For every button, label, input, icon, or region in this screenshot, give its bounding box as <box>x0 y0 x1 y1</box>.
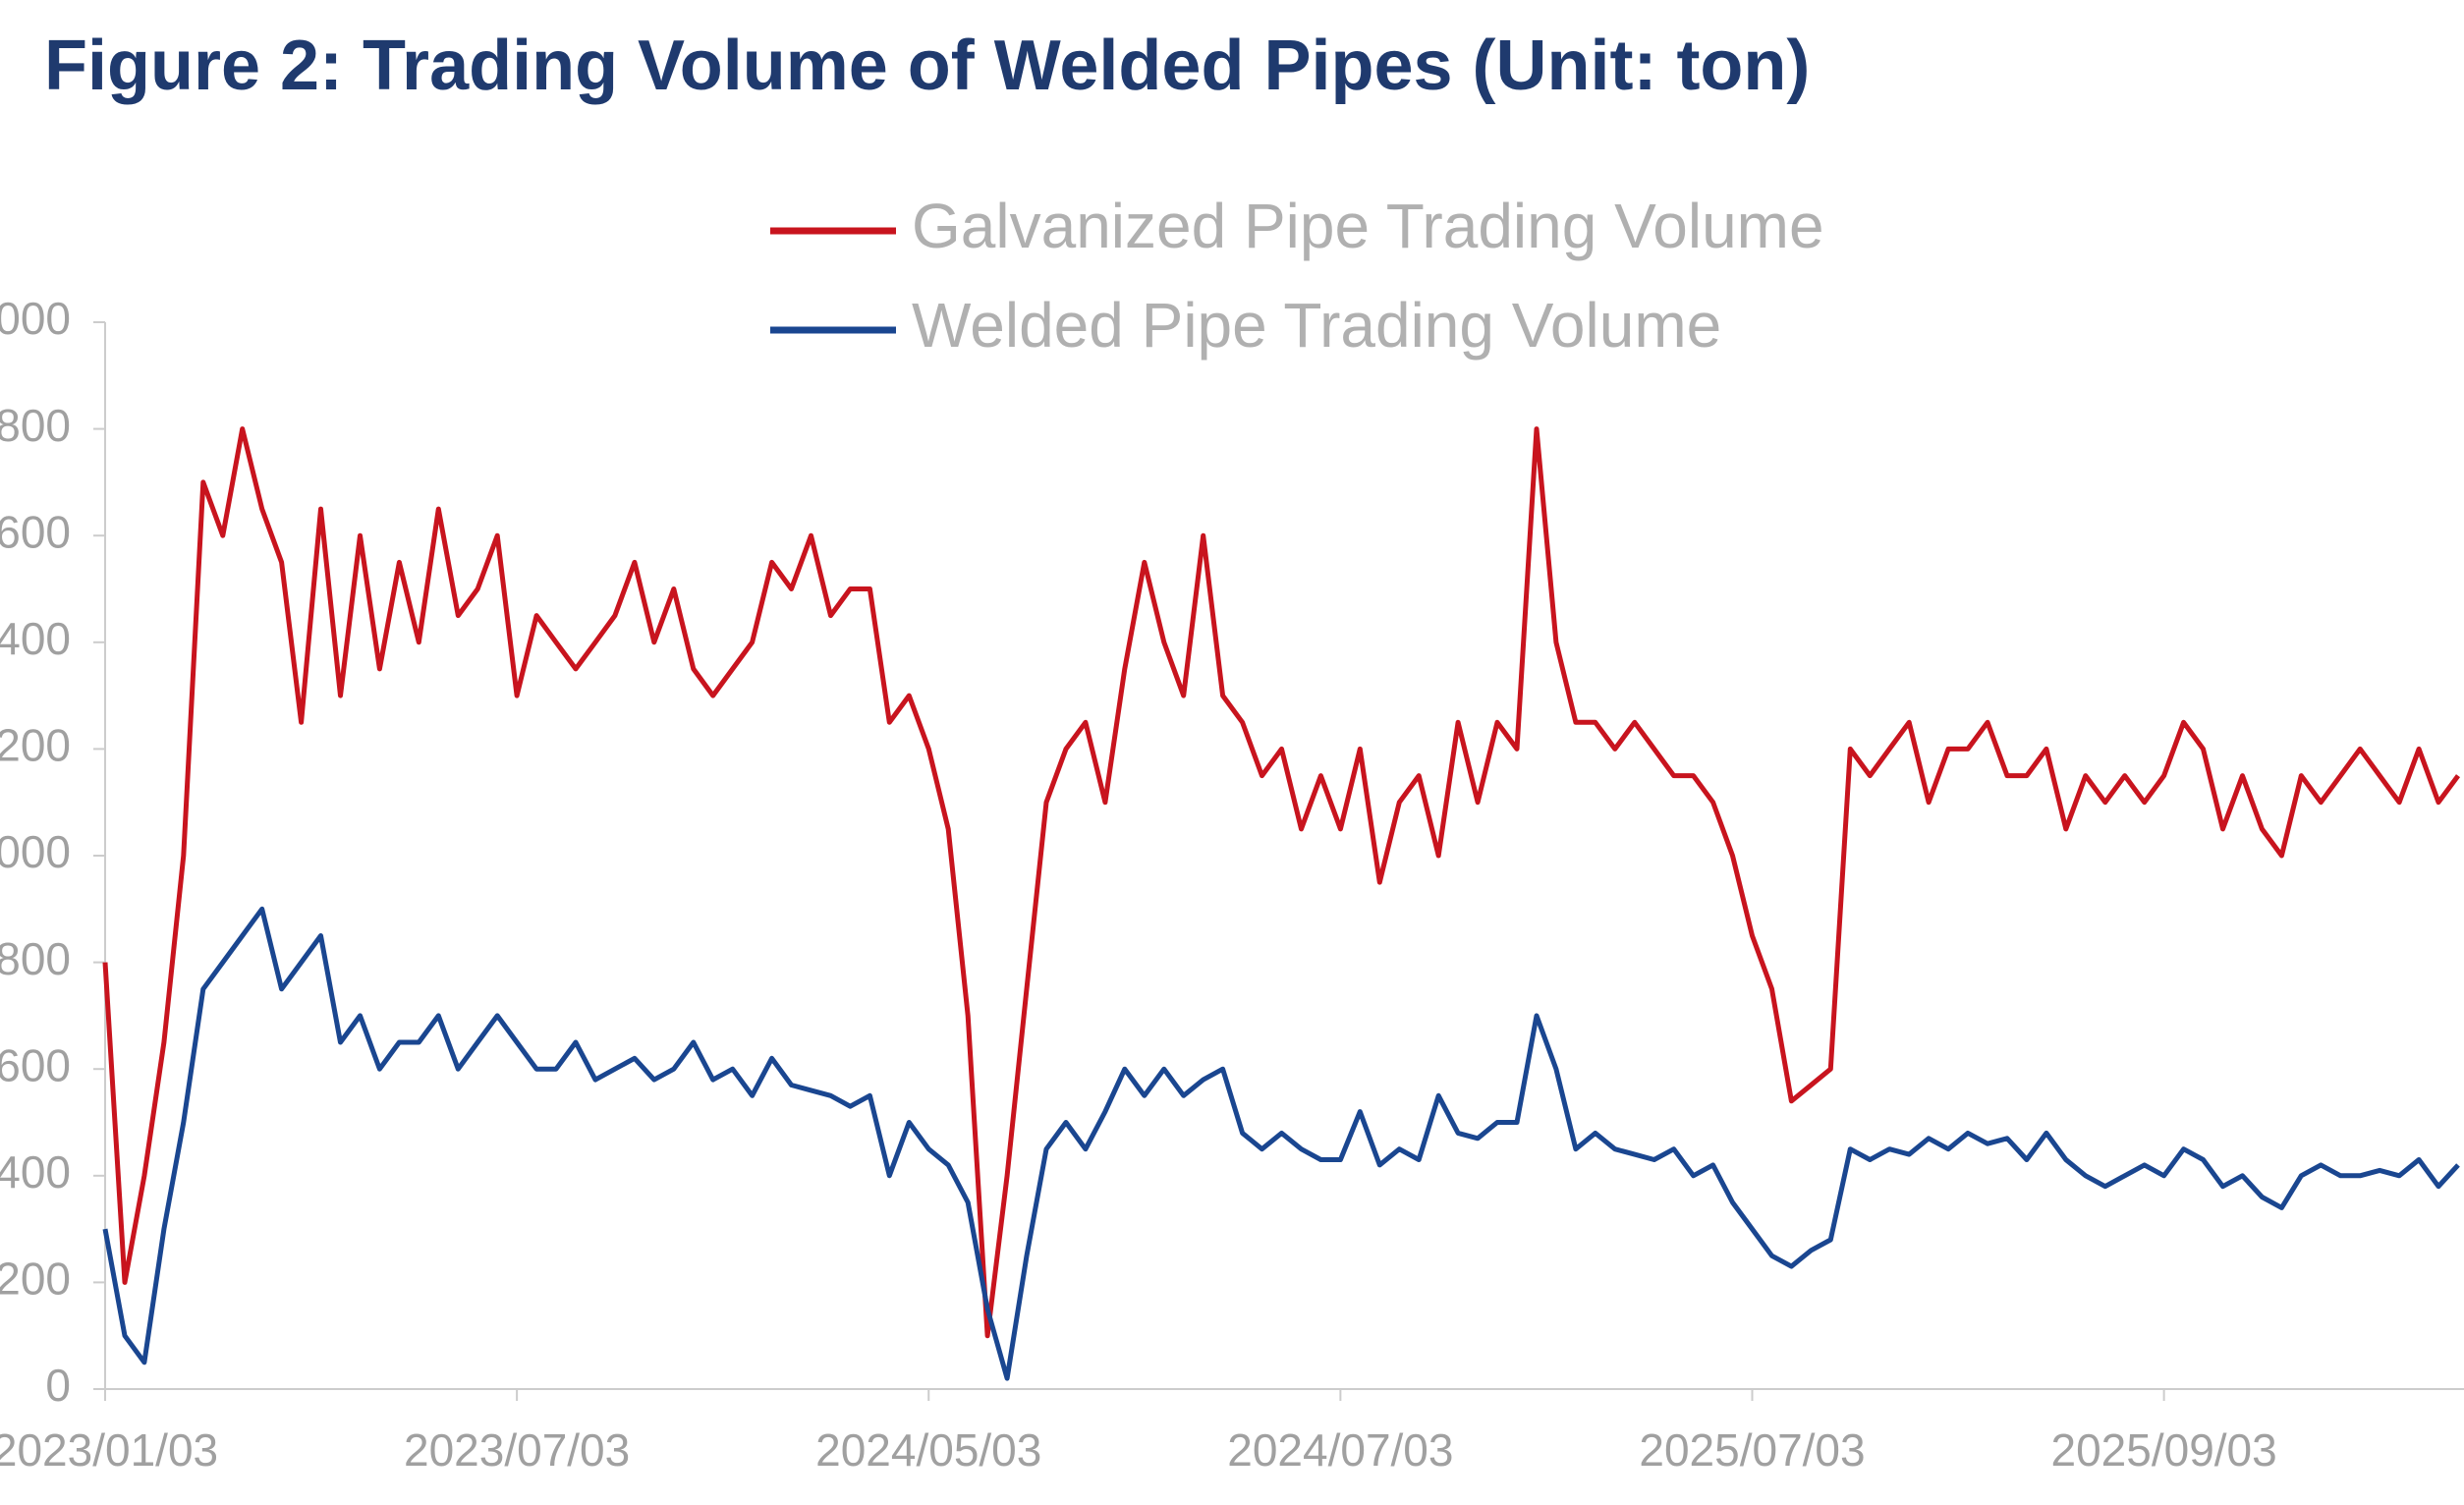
y-tick-label: 800 <box>0 933 71 984</box>
y-tick-label: 1800 <box>0 400 71 451</box>
y-tick-label: 600 <box>0 1039 71 1090</box>
y-tick-label: 1600 <box>0 506 71 557</box>
x-tick-label: 2023/01/03 <box>0 1424 218 1476</box>
chart-title: Figure 2: Trading Volume of Welded Pipes… <box>44 27 1810 105</box>
y-tick-label: 1000 <box>0 826 71 877</box>
x-tick-label: 2024/07/03 <box>1227 1424 1453 1476</box>
series-line <box>102 906 2460 1381</box>
y-tick-label: 1400 <box>0 613 71 664</box>
x-tick-label: 2025/09/03 <box>2051 1424 2277 1476</box>
x-tick-label: 2023/07/03 <box>404 1424 630 1476</box>
legend-label: Welded Pipe Trading Volume <box>912 290 1721 361</box>
y-tick-label: 400 <box>0 1146 71 1198</box>
y-tick-label: 200 <box>0 1254 71 1305</box>
x-tick-label: 2024/05/03 <box>815 1424 1041 1476</box>
series-line <box>102 426 2461 1339</box>
y-tick-label: 2000 <box>0 293 71 344</box>
x-tick-label: 2025/07/03 <box>1639 1424 1865 1476</box>
legend-label: Galvanized Pipe Trading Volume <box>912 191 1824 261</box>
y-tick-label: 0 <box>45 1360 71 1411</box>
y-tick-label: 1200 <box>0 720 71 771</box>
